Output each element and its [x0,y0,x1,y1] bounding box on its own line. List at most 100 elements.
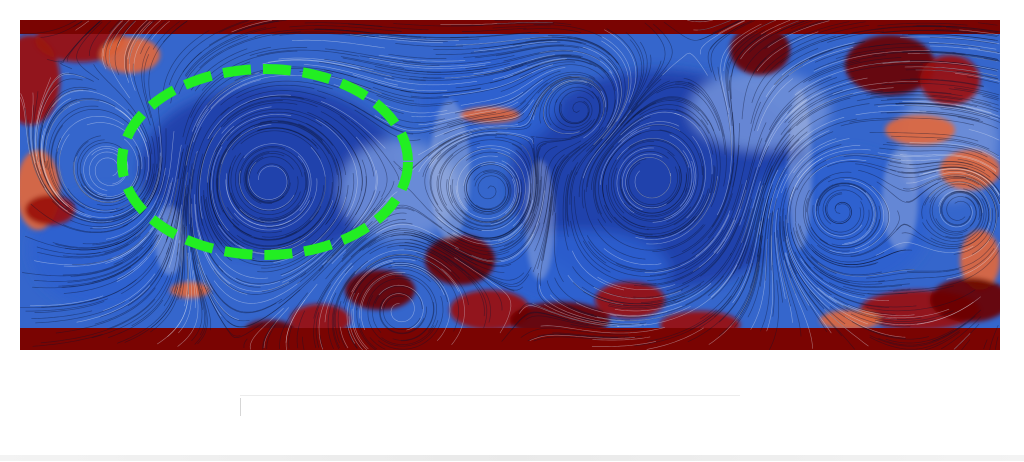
streamline [902,101,992,114]
streamline [456,227,514,239]
streamline [846,63,923,74]
streamline [487,176,543,254]
streamline [849,117,975,126]
streamline [189,236,203,310]
streamline [374,66,484,75]
streamline [740,20,799,60]
streamline [912,25,1000,33]
streamline [786,186,832,296]
streamline [931,186,968,234]
streamline [594,123,640,223]
streamline [349,102,463,134]
high-value-patch [930,278,1000,322]
streamline [813,50,930,72]
streamline [169,144,182,205]
streamline [441,268,465,345]
streamline [196,71,281,127]
streamline [714,210,762,317]
streamline [764,135,795,186]
streamline [261,185,325,238]
streamline [434,99,534,138]
streamline [475,175,507,210]
top-boundary-band [20,20,1000,34]
streamline [610,141,655,214]
streamline [430,145,458,205]
streamline [664,161,695,219]
streamline [461,222,541,266]
streamline [495,133,537,178]
streamline [938,189,983,213]
streamline [76,285,151,323]
streamline [619,108,700,135]
streamline [747,197,765,264]
streamline [778,187,796,294]
streamline [939,197,973,228]
streamline [350,120,400,180]
streamline [216,178,251,236]
streamline [423,32,540,39]
streamline [124,20,148,83]
streamline [802,87,894,117]
streamline [444,67,512,79]
streamline [89,255,158,303]
streamline [905,69,999,80]
streamline [245,153,285,203]
streamline [582,46,622,146]
streamline [416,252,469,305]
streamline [207,146,236,247]
streamline [424,152,442,212]
streamline [700,20,745,55]
streamline [929,37,998,45]
streamline [759,99,807,167]
streamline [393,23,484,27]
streamline [468,86,550,132]
streamline [710,20,755,82]
streamline [920,62,998,72]
streamline [535,91,601,140]
streamline [117,266,181,344]
streamline [557,300,673,321]
streamline [793,138,850,173]
streamline [787,77,855,114]
streamline [471,190,545,262]
streamline [324,265,354,323]
streamline [348,330,358,349]
streamline [755,20,774,30]
streamline [221,124,272,165]
streamline [875,242,974,256]
streamline [519,305,620,327]
streamline [878,322,966,346]
streamline [440,142,481,206]
streamline [583,291,677,307]
streamline [596,284,702,305]
streamline [633,285,690,298]
streamline [526,56,606,73]
streamline [880,99,977,107]
streamline [342,57,442,73]
streamline [900,79,984,88]
streamline [259,172,307,219]
streamline [191,257,203,341]
streamline [245,160,291,204]
streamline [814,198,863,237]
streamline [212,154,221,215]
streamline [876,181,939,203]
streamline [143,101,163,211]
streamline [742,128,792,244]
streamline [567,36,618,64]
streamline [571,171,611,273]
streamline [74,156,133,203]
streamline [356,268,431,311]
streamline [842,192,876,245]
streamline [399,245,453,267]
streamline [105,20,126,67]
streamline [828,282,908,295]
streamline [827,161,897,172]
streamline [790,117,845,151]
streamline [411,91,524,118]
streamline [643,264,738,326]
streamline [685,208,754,306]
streamline [810,219,880,248]
streamline [448,147,492,203]
streamline [822,189,863,225]
